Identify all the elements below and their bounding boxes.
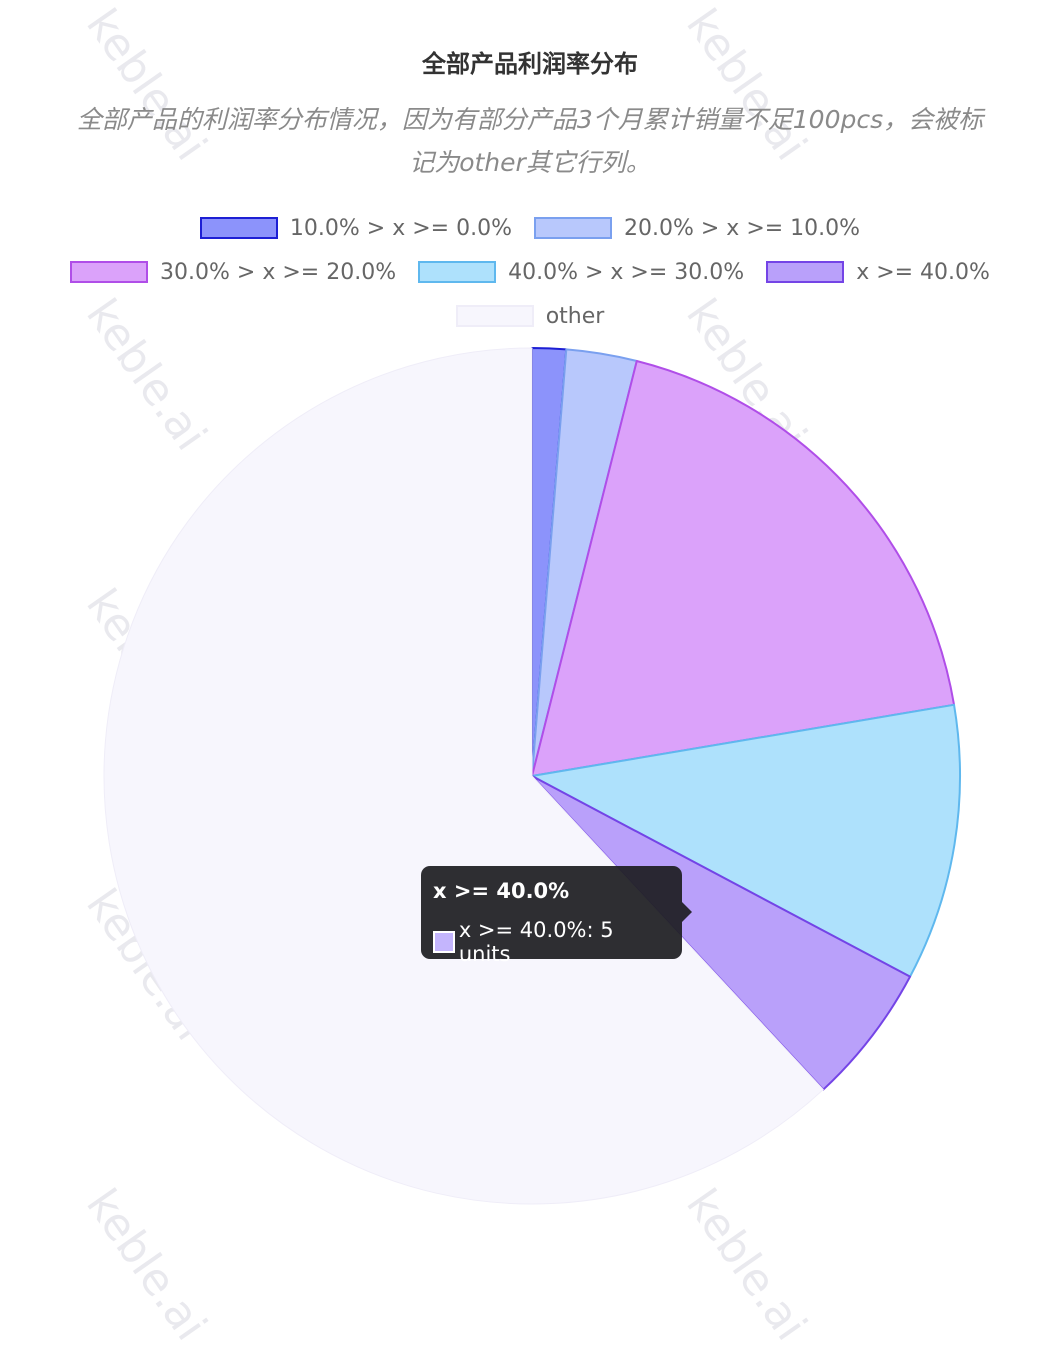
legend-label-30-40: 40.0% > x >= 30.0% [508, 259, 745, 285]
legend-label-40-plus: x >= 40.0% [856, 259, 990, 285]
chart-title: 全部产品利润率分布 [422, 50, 638, 78]
legend-item-20-30[interactable]: 30.0% > x >= 20.0% [70, 260, 396, 285]
tooltip-line: x >= 40.0%: 5 units [458, 918, 614, 966]
tooltip-title: x >= 40.0% [433, 879, 570, 903]
legend-row-1: 10.0% > x >= 0.0% 20.0% > x >= 10.0% [0, 206, 1060, 250]
slice-tooltip: x >= 40.0% x >= 40.0%: 5 units [421, 866, 692, 966]
pie-slice-20-30[interactable] [531, 360, 956, 777]
legend-swatch-other [455, 305, 534, 327]
legend-item-30-40[interactable]: 40.0% > x >= 30.0% [418, 260, 744, 285]
legend-label-other: other [545, 303, 605, 329]
legend-swatch-0-10 [199, 217, 278, 239]
legend-item-other[interactable]: other [455, 303, 605, 329]
chart-subtitle: 全部产品的利润率分布情况，因为有部分产品3个月累计销量不足100pcs，会被标 … [20, 98, 1040, 184]
legend-row-3: other [0, 294, 1060, 338]
pie-slice-30-40[interactable] [531, 703, 961, 978]
chart-legend: 10.0% > x >= 0.0% 20.0% > x >= 10.0% 30.… [0, 206, 1060, 338]
tooltip-swatch [433, 931, 455, 953]
legend-swatch-20-30 [70, 261, 149, 283]
subtitle-line-1: 全部产品的利润率分布情况，因为有部分产品3个月累计销量不足100pcs，会被标 [76, 105, 984, 134]
legend-row-2: 30.0% > x >= 20.0% 40.0% > x >= 30.0% x … [0, 250, 1060, 294]
pie-slice-40-plus[interactable] [531, 775, 912, 1091]
legend-swatch-10-20 [534, 217, 612, 239]
legend-swatch-40-plus [766, 261, 845, 283]
legend-swatch-30-40 [418, 261, 497, 283]
pie-chart [103, 347, 961, 1205]
legend-item-0-10[interactable]: 10.0% > x >= 0.0% [199, 215, 512, 241]
legend-label-0-10: 10.0% > x >= 0.0% [289, 215, 512, 241]
subtitle-line-2: 记为other其它行列。 [409, 148, 651, 177]
pie-slice-other[interactable] [103, 347, 824, 1205]
legend-item-40-plus[interactable]: x >= 40.0% [766, 260, 990, 285]
legend-label-20-30: 30.0% > x >= 20.0% [160, 259, 397, 285]
tooltip-row: x >= 40.0%: 5 units [433, 918, 670, 966]
legend-label-10-20: 20.0% > x >= 10.0% [624, 215, 861, 241]
legend-item-10-20[interactable]: 20.0% > x >= 10.0% [534, 216, 860, 241]
